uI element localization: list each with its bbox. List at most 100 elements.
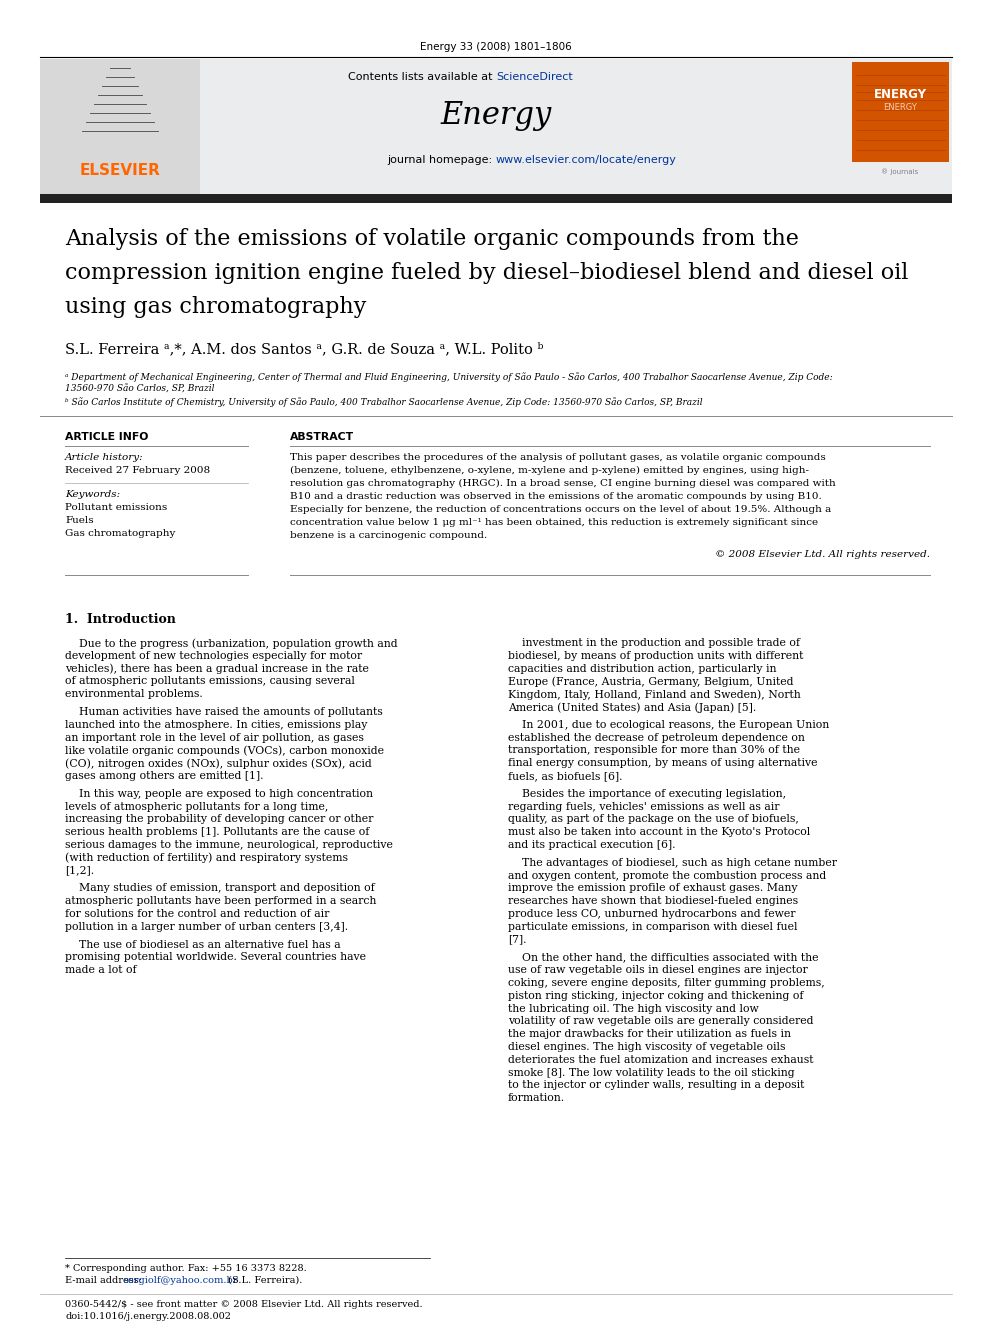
Text: using gas chromatography: using gas chromatography	[65, 296, 366, 318]
Text: On the other hand, the difficulties associated with the: On the other hand, the difficulties asso…	[508, 953, 818, 962]
Text: Contents lists available at: Contents lists available at	[348, 71, 496, 82]
Text: ARTICLE INFO: ARTICLE INFO	[65, 433, 149, 442]
Text: America (United States) and Asia (Japan) [5].: America (United States) and Asia (Japan)…	[508, 703, 756, 713]
Text: ScienceDirect: ScienceDirect	[496, 71, 572, 82]
Text: benzene is a carcinogenic compound.: benzene is a carcinogenic compound.	[290, 531, 487, 540]
Text: coking, severe engine deposits, filter gumming problems,: coking, severe engine deposits, filter g…	[508, 978, 824, 988]
Text: E-mail address:: E-mail address:	[65, 1275, 145, 1285]
Text: Fuels: Fuels	[65, 516, 93, 525]
Text: must also be taken into account in the Kyoto's Protocol: must also be taken into account in the K…	[508, 827, 810, 837]
Text: (benzene, toluene, ethylbenzene, o-xylene, m-xylene and p-xylene) emitted by eng: (benzene, toluene, ethylbenzene, o-xylen…	[290, 466, 809, 475]
Text: sergiolf@yahoo.com.br: sergiolf@yahoo.com.br	[123, 1275, 237, 1285]
Text: concentration value below 1 μg ml⁻¹ has been obtained, this reduction is extreme: concentration value below 1 μg ml⁻¹ has …	[290, 519, 818, 527]
Bar	[852, 62, 949, 161]
Text: quality, as part of the package on the use of biofuels,: quality, as part of the package on the u…	[508, 815, 799, 824]
Text: formation.: formation.	[508, 1093, 565, 1103]
Text: biodiesel, by means of production units with different: biodiesel, by means of production units …	[508, 651, 804, 660]
Text: S.L. Ferreira ᵃ,*, A.M. dos Santos ᵃ, G.R. de Souza ᵃ, W.L. Polito ᵇ: S.L. Ferreira ᵃ,*, A.M. dos Santos ᵃ, G.…	[65, 343, 544, 356]
Text: deteriorates the fuel atomization and increases exhaust: deteriorates the fuel atomization and in…	[508, 1054, 813, 1065]
Text: Received 27 February 2008: Received 27 February 2008	[65, 466, 210, 475]
Text: Energy 33 (2008) 1801–1806: Energy 33 (2008) 1801–1806	[421, 42, 571, 52]
Text: particulate emissions, in comparison with diesel fuel: particulate emissions, in comparison wit…	[508, 922, 798, 931]
Text: Especially for benzene, the reduction of concentrations occurs on the level of a: Especially for benzene, the reduction of…	[290, 505, 831, 515]
Bar	[40, 194, 952, 202]
Text: Analysis of the emissions of volatile organic compounds from the: Analysis of the emissions of volatile or…	[65, 228, 799, 250]
Text: development of new technologies especially for motor: development of new technologies especial…	[65, 651, 362, 660]
Text: fuels, as biofuels [6].: fuels, as biofuels [6].	[508, 771, 623, 781]
Text: Europe (France, Austria, Germany, Belgium, United: Europe (France, Austria, Germany, Belgiu…	[508, 676, 794, 687]
Text: The use of biodiesel as an alternative fuel has a: The use of biodiesel as an alternative f…	[65, 939, 340, 950]
Text: 13560-970 São Carlos, SP, Brazil: 13560-970 São Carlos, SP, Brazil	[65, 385, 214, 394]
Text: Human activities have raised the amounts of pollutants: Human activities have raised the amounts…	[65, 706, 383, 717]
Text: Many studies of emission, transport and deposition of: Many studies of emission, transport and …	[65, 884, 375, 893]
Text: piston ring sticking, injector coking and thickening of: piston ring sticking, injector coking an…	[508, 991, 804, 1000]
Text: and oxygen content, promote the combustion process and: and oxygen content, promote the combusti…	[508, 871, 826, 881]
Text: In this way, people are exposed to high concentration: In this way, people are exposed to high …	[65, 789, 373, 799]
Text: smoke [8]. The low volatility leads to the oil sticking: smoke [8]. The low volatility leads to t…	[508, 1068, 795, 1078]
Text: In 2001, due to ecological reasons, the European Union: In 2001, due to ecological reasons, the …	[508, 720, 829, 730]
Text: atmospheric pollutants have been performed in a search: atmospheric pollutants have been perform…	[65, 896, 376, 906]
Text: of atmospheric pollutants emissions, causing several: of atmospheric pollutants emissions, cau…	[65, 676, 355, 687]
Text: diesel engines. The high viscosity of vegetable oils: diesel engines. The high viscosity of ve…	[508, 1043, 786, 1052]
Text: levels of atmospheric pollutants for a long time,: levels of atmospheric pollutants for a l…	[65, 802, 328, 811]
Text: ENERGY: ENERGY	[874, 89, 927, 102]
Text: capacities and distribution action, particularly in: capacities and distribution action, part…	[508, 664, 777, 673]
Text: increasing the probability of developing cancer or other: increasing the probability of developing…	[65, 815, 373, 824]
Text: for solutions for the control and reduction of air: for solutions for the control and reduct…	[65, 909, 329, 919]
Text: environmental problems.: environmental problems.	[65, 689, 202, 699]
Text: and its practical execution [6].: and its practical execution [6].	[508, 840, 676, 849]
Text: (CO), nitrogen oxides (NOx), sulphur oxides (SOx), acid: (CO), nitrogen oxides (NOx), sulphur oxi…	[65, 758, 372, 769]
Text: This paper describes the procedures of the analysis of pollutant gases, as volat: This paper describes the procedures of t…	[290, 452, 825, 462]
Text: Article history:: Article history:	[65, 452, 144, 462]
Text: journal homepage:: journal homepage:	[387, 155, 496, 165]
Text: investment in the production and possible trade of: investment in the production and possibl…	[508, 638, 800, 648]
Text: gases among others are emitted [1].: gases among others are emitted [1].	[65, 771, 264, 781]
Text: ® journals: ® journals	[881, 168, 919, 175]
Text: Due to the progress (urbanization, population growth and: Due to the progress (urbanization, popul…	[65, 638, 398, 648]
Text: established the decrease of petroleum dependence on: established the decrease of petroleum de…	[508, 733, 805, 742]
Text: made a lot of: made a lot of	[65, 966, 137, 975]
Text: The advantages of biodiesel, such as high cetane number: The advantages of biodiesel, such as hig…	[508, 857, 837, 868]
Text: www.elsevier.com/locate/energy: www.elsevier.com/locate/energy	[496, 155, 677, 165]
Text: Energy: Energy	[440, 101, 552, 131]
Text: ᵇ São Carlos Institute of Chemistry, University of São Paulo, 400 Trabalhor Saoc: ᵇ São Carlos Institute of Chemistry, Uni…	[65, 397, 702, 406]
Text: volatility of raw vegetable oils are generally considered: volatility of raw vegetable oils are gen…	[508, 1016, 813, 1027]
Text: ABSTRACT: ABSTRACT	[290, 433, 354, 442]
Text: Kingdom, Italy, Holland, Finland and Sweden), North: Kingdom, Italy, Holland, Finland and Swe…	[508, 689, 801, 700]
Text: improve the emission profile of exhaust gases. Many: improve the emission profile of exhaust …	[508, 884, 798, 893]
Text: ELSEVIER: ELSEVIER	[79, 163, 161, 179]
Text: like volatile organic compounds (VOCs), carbon monoxide: like volatile organic compounds (VOCs), …	[65, 745, 384, 755]
Text: © 2008 Elsevier Ltd. All rights reserved.: © 2008 Elsevier Ltd. All rights reserved…	[715, 550, 930, 560]
Bar	[40, 60, 952, 194]
Text: final energy consumption, by means of using alternative: final energy consumption, by means of us…	[508, 758, 817, 769]
Text: serious health problems [1]. Pollutants are the cause of: serious health problems [1]. Pollutants …	[65, 827, 369, 837]
Text: the lubricating oil. The high viscosity and low: the lubricating oil. The high viscosity …	[508, 1004, 759, 1013]
Text: * Corresponding author. Fax: +55 16 3373 8228.: * Corresponding author. Fax: +55 16 3373…	[65, 1263, 307, 1273]
Text: Besides the importance of executing legislation,: Besides the importance of executing legi…	[508, 789, 786, 799]
Text: ENERGY: ENERGY	[883, 103, 917, 112]
Text: pollution in a larger number of urban centers [3,4].: pollution in a larger number of urban ce…	[65, 922, 348, 931]
Text: use of raw vegetable oils in diesel engines are injector: use of raw vegetable oils in diesel engi…	[508, 966, 807, 975]
Text: regarding fuels, vehicles' emissions as well as air: regarding fuels, vehicles' emissions as …	[508, 802, 780, 811]
Text: researches have shown that biodiesel-fueled engines: researches have shown that biodiesel-fue…	[508, 896, 799, 906]
Text: launched into the atmosphere. In cities, emissions play: launched into the atmosphere. In cities,…	[65, 720, 367, 730]
Text: promising potential worldwide. Several countries have: promising potential worldwide. Several c…	[65, 953, 366, 962]
Text: Pollutant emissions: Pollutant emissions	[65, 503, 168, 512]
Text: [7].: [7].	[508, 934, 527, 945]
Text: to the injector or cylinder walls, resulting in a deposit: to the injector or cylinder walls, resul…	[508, 1081, 805, 1090]
Text: 1.  Introduction: 1. Introduction	[65, 613, 176, 626]
Text: produce less CO, unburned hydrocarbons and fewer: produce less CO, unburned hydrocarbons a…	[508, 909, 796, 919]
Text: serious damages to the immune, neurological, reproductive: serious damages to the immune, neurologi…	[65, 840, 393, 849]
Text: resolution gas chromatography (HRGC). In a broad sense, CI engine burning diesel: resolution gas chromatography (HRGC). In…	[290, 479, 835, 488]
Text: the major drawbacks for their utilization as fuels in: the major drawbacks for their utilizatio…	[508, 1029, 791, 1039]
Text: an important role in the level of air pollution, as gases: an important role in the level of air po…	[65, 733, 364, 742]
Text: vehicles), there has been a gradual increase in the rate: vehicles), there has been a gradual incr…	[65, 664, 369, 675]
Text: transportation, responsible for more than 30% of the: transportation, responsible for more tha…	[508, 745, 800, 755]
Text: Keywords:: Keywords:	[65, 490, 120, 499]
Text: [1,2].: [1,2].	[65, 865, 94, 876]
Text: doi:10.1016/j.energy.2008.08.002: doi:10.1016/j.energy.2008.08.002	[65, 1312, 231, 1320]
Text: B10 and a drastic reduction was observed in the emissions of the aromatic compou: B10 and a drastic reduction was observed…	[290, 492, 821, 501]
Text: 0360-5442/$ - see front matter © 2008 Elsevier Ltd. All rights reserved.: 0360-5442/$ - see front matter © 2008 El…	[65, 1301, 423, 1308]
Bar	[40, 60, 200, 194]
Text: (with reduction of fertility) and respiratory systems: (with reduction of fertility) and respir…	[65, 853, 348, 864]
